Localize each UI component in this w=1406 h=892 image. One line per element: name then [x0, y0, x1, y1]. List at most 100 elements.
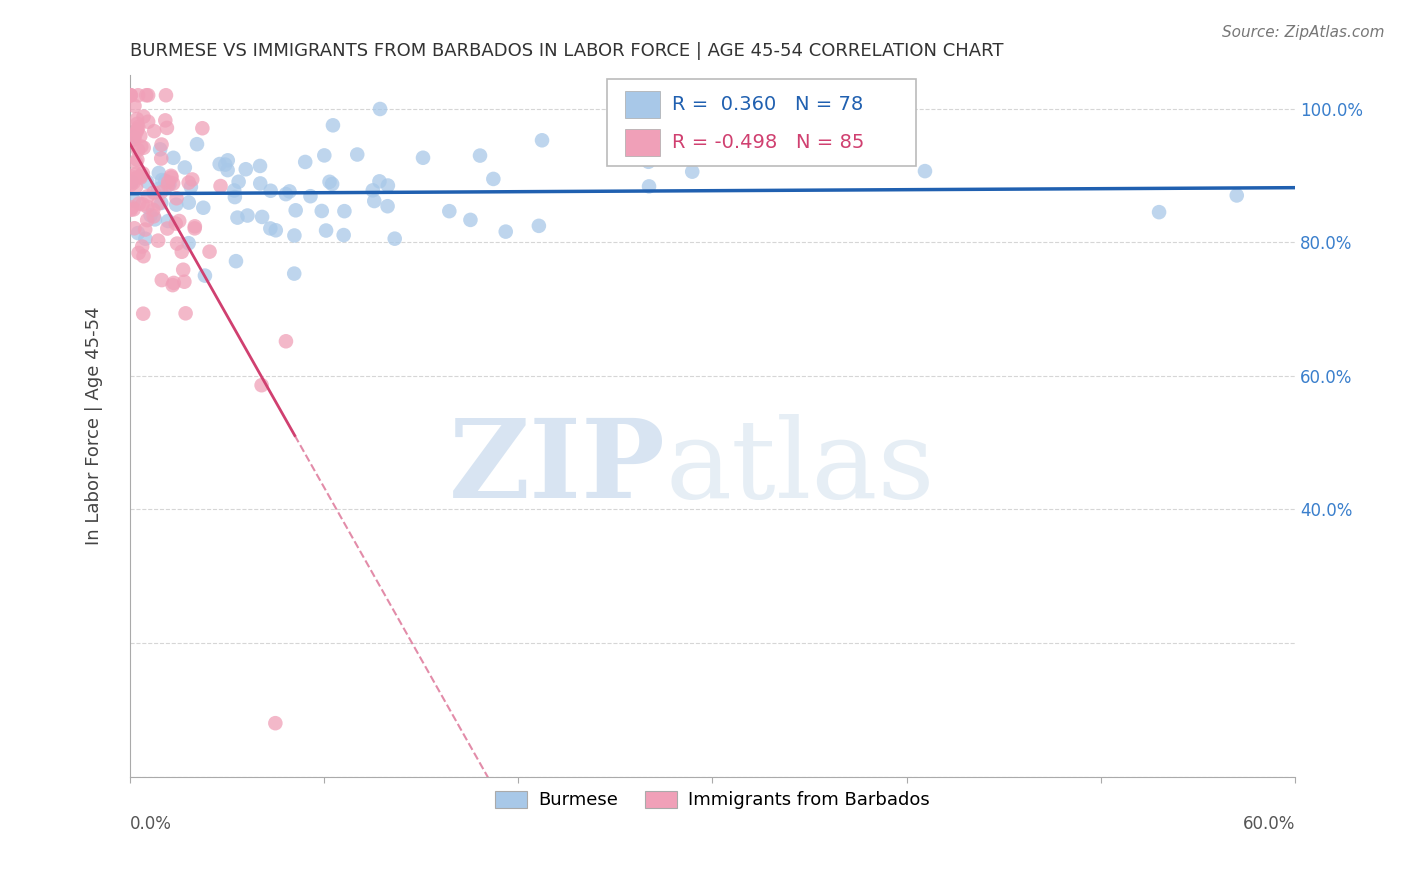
Point [193, 201, 215, 215]
Point [250, 378, 273, 392]
Point [143, 212, 166, 227]
Point [125, 124, 148, 138]
Point [127, 153, 149, 167]
Point [294, 155, 316, 169]
Point [127, 117, 149, 131]
Point [377, 199, 399, 213]
Point [129, 169, 152, 184]
Point [143, 124, 166, 138]
Point [136, 200, 159, 214]
Point [283, 267, 305, 281]
Point [162, 177, 184, 191]
Point [318, 175, 340, 189]
Point [527, 219, 550, 233]
Point [482, 172, 505, 186]
Point [333, 204, 356, 219]
Point [249, 159, 271, 173]
Point [166, 191, 188, 205]
Point [125, 179, 148, 194]
Point [132, 307, 155, 321]
Point [142, 186, 165, 200]
Point [136, 189, 159, 203]
Point [495, 225, 517, 239]
Point [217, 153, 239, 168]
Point [163, 276, 186, 290]
Point [127, 143, 149, 157]
Point [311, 204, 333, 219]
Point [172, 262, 194, 277]
Point [157, 214, 180, 228]
Point [460, 213, 482, 227]
Point [136, 213, 159, 227]
Point [121, 175, 143, 189]
Point [198, 244, 221, 259]
Point [170, 244, 193, 259]
Point [377, 178, 399, 193]
Point [274, 187, 297, 202]
Point [217, 163, 239, 178]
Point [468, 148, 491, 162]
Text: ZIP: ZIP [449, 415, 665, 522]
Point [156, 221, 179, 235]
Point [167, 214, 190, 228]
Point [332, 228, 354, 243]
Point [136, 114, 159, 128]
Point [439, 204, 461, 219]
Point [186, 137, 208, 152]
Point [134, 232, 156, 246]
Point [177, 236, 200, 251]
Point [638, 179, 661, 194]
FancyBboxPatch shape [624, 91, 659, 118]
Point [122, 132, 145, 146]
Point [150, 196, 173, 211]
Point [274, 334, 297, 349]
Point [183, 221, 205, 235]
Point [132, 249, 155, 263]
Point [160, 170, 183, 185]
Point [149, 142, 172, 156]
Point [315, 223, 337, 237]
Point [224, 184, 246, 198]
Point [412, 151, 434, 165]
Point [129, 139, 152, 153]
Point [132, 110, 155, 124]
FancyBboxPatch shape [607, 78, 917, 167]
Point [259, 221, 281, 235]
Point [128, 246, 150, 260]
Point [124, 128, 146, 143]
Text: BURMESE VS IMMIGRANTS FROM BARBADOS IN LABOR FORCE | AGE 45-54 CORRELATION CHART: BURMESE VS IMMIGRANTS FROM BARBADOS IN L… [129, 42, 1004, 60]
Point [180, 179, 202, 194]
Point [283, 228, 305, 243]
Point [118, 169, 141, 183]
Point [1226, 188, 1249, 202]
Point [156, 120, 179, 135]
Point [135, 88, 157, 103]
Point [142, 210, 165, 224]
Point [122, 130, 145, 145]
Point [120, 88, 142, 103]
Point [146, 234, 169, 248]
Legend: Burmese, Immigrants from Barbados: Burmese, Immigrants from Barbados [488, 783, 938, 817]
Point [136, 88, 159, 103]
Text: R =  0.360   N = 78: R = 0.360 N = 78 [672, 95, 863, 114]
Point [155, 88, 177, 103]
Point [209, 179, 232, 194]
Text: Source: ZipAtlas.com: Source: ZipAtlas.com [1222, 25, 1385, 40]
Point [250, 210, 273, 224]
Point [128, 196, 150, 211]
Point [346, 147, 368, 161]
Point [314, 148, 336, 162]
Point [177, 176, 200, 190]
Point [120, 88, 142, 103]
Point [131, 239, 153, 253]
Point [363, 194, 385, 208]
Point [150, 273, 173, 287]
Point [224, 190, 246, 204]
Point [125, 112, 148, 127]
Point [129, 170, 152, 185]
Point [155, 113, 177, 128]
Point [127, 226, 149, 240]
Text: 0.0%: 0.0% [129, 815, 172, 833]
Point [225, 254, 247, 268]
Point [264, 716, 287, 731]
